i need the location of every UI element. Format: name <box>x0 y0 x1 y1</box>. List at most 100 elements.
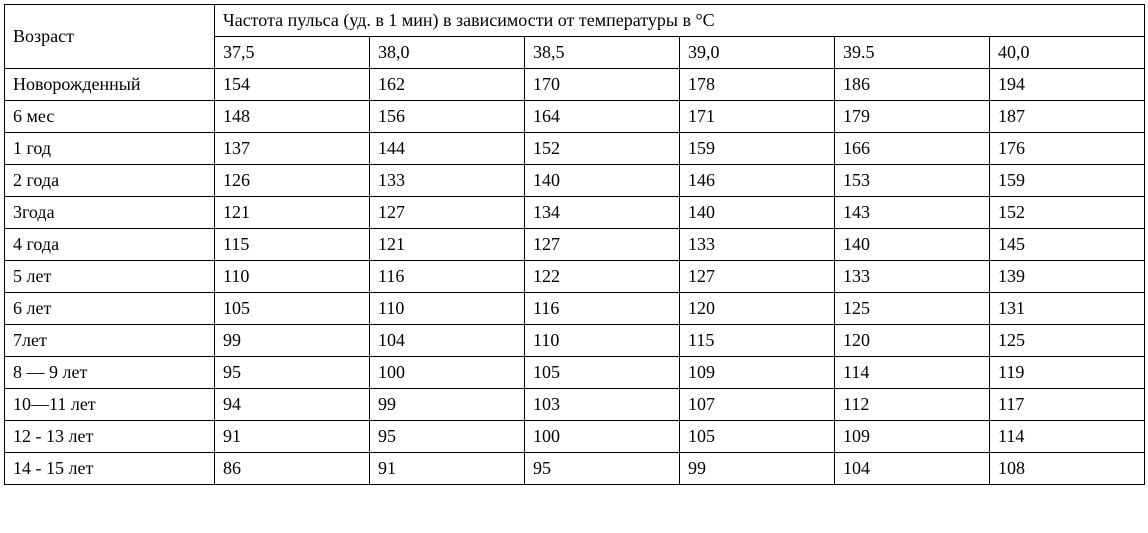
value-cell: 145 <box>990 229 1145 261</box>
value-cell: 109 <box>680 357 835 389</box>
table-row: 6 мес 148 156 164 171 179 187 <box>5 101 1145 133</box>
value-cell: 115 <box>215 229 370 261</box>
value-cell: 179 <box>835 101 990 133</box>
value-cell: 110 <box>370 293 525 325</box>
value-cell: 153 <box>835 165 990 197</box>
value-cell: 112 <box>835 389 990 421</box>
age-cell: 8 — 9 лет <box>5 357 215 389</box>
value-cell: 103 <box>525 389 680 421</box>
value-cell: 127 <box>370 197 525 229</box>
value-cell: 133 <box>370 165 525 197</box>
age-cell: 5 лет <box>5 261 215 293</box>
value-cell: 121 <box>215 197 370 229</box>
value-cell: 140 <box>680 197 835 229</box>
value-cell: 162 <box>370 69 525 101</box>
value-cell: 134 <box>525 197 680 229</box>
value-cell: 122 <box>525 261 680 293</box>
value-cell: 95 <box>370 421 525 453</box>
age-cell: 6 мес <box>5 101 215 133</box>
temp-header: 39,0 <box>680 37 835 69</box>
table-row: Новорожденный 154 162 170 178 186 194 <box>5 69 1145 101</box>
value-cell: 140 <box>525 165 680 197</box>
value-cell: 116 <box>370 261 525 293</box>
value-cell: 140 <box>835 229 990 261</box>
value-cell: 146 <box>680 165 835 197</box>
value-cell: 99 <box>680 453 835 485</box>
value-cell: 176 <box>990 133 1145 165</box>
value-cell: 166 <box>835 133 990 165</box>
value-cell: 109 <box>835 421 990 453</box>
value-cell: 100 <box>370 357 525 389</box>
value-cell: 137 <box>215 133 370 165</box>
temp-header: 37,5 <box>215 37 370 69</box>
table-row: 7лет 99 104 110 115 120 125 <box>5 325 1145 357</box>
value-cell: 125 <box>990 325 1145 357</box>
value-cell: 100 <box>525 421 680 453</box>
age-header: Возраст <box>5 5 215 69</box>
value-cell: 164 <box>525 101 680 133</box>
table-row: 6 лет 105 110 116 120 125 131 <box>5 293 1145 325</box>
temp-header: 40,0 <box>990 37 1145 69</box>
value-cell: 159 <box>990 165 1145 197</box>
age-cell: 3года <box>5 197 215 229</box>
value-cell: 91 <box>215 421 370 453</box>
value-cell: 114 <box>990 421 1145 453</box>
value-cell: 152 <box>525 133 680 165</box>
temp-header: 38,5 <box>525 37 680 69</box>
value-cell: 110 <box>215 261 370 293</box>
value-cell: 105 <box>680 421 835 453</box>
value-cell: 144 <box>370 133 525 165</box>
pulse-title-header: Частота пульса (уд. в 1 мин) в зависимос… <box>215 5 1145 37</box>
value-cell: 159 <box>680 133 835 165</box>
value-cell: 143 <box>835 197 990 229</box>
pulse-temperature-table: Возраст Частота пульса (уд. в 1 мин) в з… <box>4 4 1145 485</box>
age-cell: 10—11 лет <box>5 389 215 421</box>
value-cell: 121 <box>370 229 525 261</box>
value-cell: 152 <box>990 197 1145 229</box>
value-cell: 107 <box>680 389 835 421</box>
value-cell: 154 <box>215 69 370 101</box>
value-cell: 120 <box>835 325 990 357</box>
age-cell: 7лет <box>5 325 215 357</box>
value-cell: 95 <box>215 357 370 389</box>
value-cell: 104 <box>835 453 990 485</box>
age-cell: Новорожденный <box>5 69 215 101</box>
temp-header: 38,0 <box>370 37 525 69</box>
table-header-row-1: Возраст Частота пульса (уд. в 1 мин) в з… <box>5 5 1145 37</box>
value-cell: 171 <box>680 101 835 133</box>
value-cell: 86 <box>215 453 370 485</box>
age-cell: 4 года <box>5 229 215 261</box>
value-cell: 117 <box>990 389 1145 421</box>
value-cell: 148 <box>215 101 370 133</box>
table-row: 12 - 13 лет 91 95 100 105 109 114 <box>5 421 1145 453</box>
value-cell: 125 <box>835 293 990 325</box>
value-cell: 95 <box>525 453 680 485</box>
age-cell: 2 года <box>5 165 215 197</box>
value-cell: 91 <box>370 453 525 485</box>
value-cell: 170 <box>525 69 680 101</box>
value-cell: 94 <box>215 389 370 421</box>
age-cell: 1 год <box>5 133 215 165</box>
value-cell: 116 <box>525 293 680 325</box>
table-row: 10—11 лет 94 99 103 107 112 117 <box>5 389 1145 421</box>
value-cell: 126 <box>215 165 370 197</box>
value-cell: 119 <box>990 357 1145 389</box>
value-cell: 115 <box>680 325 835 357</box>
temp-header: 39.5 <box>835 37 990 69</box>
value-cell: 105 <box>525 357 680 389</box>
table-row: 5 лет 110 116 122 127 133 139 <box>5 261 1145 293</box>
value-cell: 133 <box>835 261 990 293</box>
value-cell: 105 <box>215 293 370 325</box>
table-row: 14 - 15 лет 86 91 95 99 104 108 <box>5 453 1145 485</box>
table-row: 4 года 115 121 127 133 140 145 <box>5 229 1145 261</box>
value-cell: 99 <box>215 325 370 357</box>
value-cell: 133 <box>680 229 835 261</box>
value-cell: 110 <box>525 325 680 357</box>
value-cell: 139 <box>990 261 1145 293</box>
age-cell: 6 лет <box>5 293 215 325</box>
age-cell: 12 - 13 лет <box>5 421 215 453</box>
table-row: 3года 121 127 134 140 143 152 <box>5 197 1145 229</box>
value-cell: 104 <box>370 325 525 357</box>
value-cell: 99 <box>370 389 525 421</box>
value-cell: 127 <box>680 261 835 293</box>
